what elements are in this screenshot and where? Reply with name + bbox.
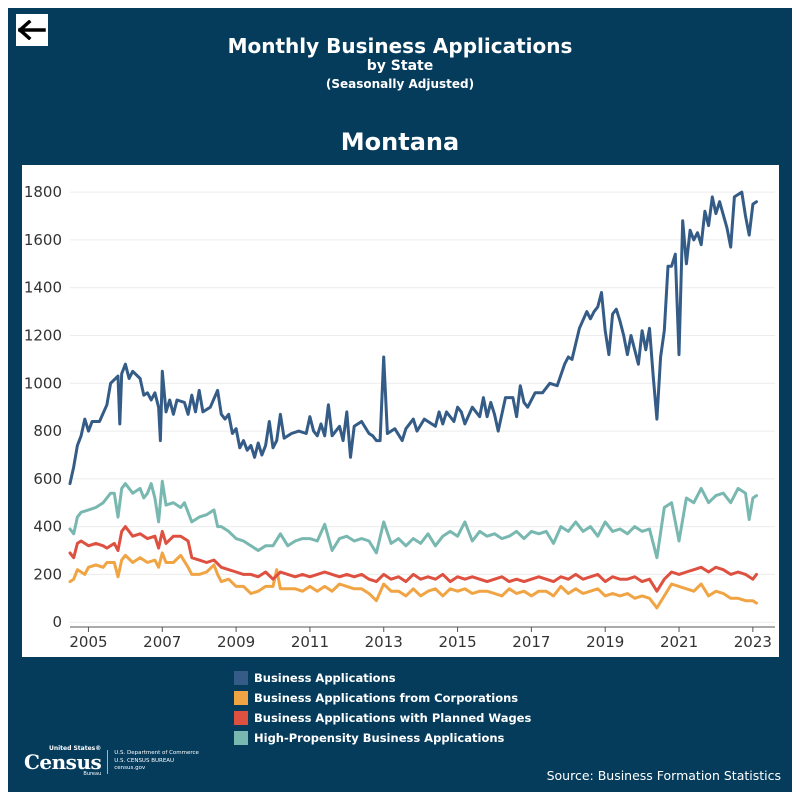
legend-label: Business Applications from Corporations	[254, 691, 519, 705]
x-tick-label: 2005	[69, 633, 107, 651]
line-chart: 0 200 400 600 800 1000 1200 1400 1600 1800 2005 200…	[24, 183, 775, 651]
legend-item-business-applications[interactable]: Business Applications	[234, 668, 531, 688]
legend-item-planned-wages[interactable]: Business Applications with Planned Wages	[234, 708, 531, 728]
legend-swatch	[234, 731, 248, 745]
y-tick-label: 0	[52, 613, 62, 631]
x-tick-label: 2007	[143, 633, 181, 651]
y-tick-label: 800	[33, 422, 62, 440]
y-tick-label: 1400	[24, 279, 62, 297]
y-tick-label: 400	[33, 518, 62, 536]
legend-swatch	[234, 691, 248, 705]
logo-census: Census	[24, 750, 102, 774]
census-logo[interactable]: United States® Census Bureau U.S. Depart…	[24, 746, 199, 777]
legend-swatch	[234, 711, 248, 725]
y-tick-label: 1600	[24, 231, 62, 249]
legend-label: High-Propensity Business Applications	[254, 731, 505, 745]
legend-label: Business Applications with Planned Wages	[254, 711, 532, 725]
logo-department: U.S. Department of Commerce U.S. CENSUS …	[114, 750, 199, 772]
series-line-3	[68, 525, 758, 593]
source-note: Source: Business Formation Statistics	[546, 768, 781, 783]
x-tick-label: 2019	[586, 633, 624, 651]
back-button[interactable]	[16, 14, 48, 46]
dept-line: census.gov	[114, 765, 146, 772]
x-tick-label: 2023	[734, 633, 772, 651]
series-line-2	[68, 551, 758, 610]
x-tick-label: 2017	[512, 633, 550, 651]
census-wordmark: United States® Census Bureau	[24, 745, 102, 777]
legend-swatch	[234, 671, 248, 685]
y-tick-label: 600	[33, 470, 62, 488]
chart-note: (Seasonally Adjusted)	[325, 77, 475, 91]
series-line-1	[68, 190, 758, 486]
x-tick-label: 2013	[365, 633, 403, 651]
state-name: Montana	[340, 128, 460, 156]
logo-us: United States®	[48, 745, 102, 752]
y-tick-label: 1000	[24, 374, 62, 392]
y-tick-label: 1200	[24, 326, 62, 344]
chart-panel: 0 200 400 600 800 1000 1200 1400 1600 1800 2005 200…	[22, 165, 779, 657]
x-tick-label: 2021	[660, 633, 698, 651]
arrow-left-icon	[18, 20, 46, 40]
x-tick-label: 2015	[438, 633, 476, 651]
x-tick-label: 2009	[217, 633, 255, 651]
dept-line: U.S. Department of Commerce	[114, 750, 199, 757]
legend-label: Business Applications	[254, 671, 396, 685]
y-tick-label: 1800	[24, 183, 62, 201]
series-line-4	[68, 479, 758, 560]
chart-subtitle: by State	[366, 58, 434, 74]
legend: Business Applications Business Applicati…	[234, 668, 531, 748]
legend-item-corporations[interactable]: Business Applications from Corporations	[234, 688, 531, 708]
logo-divider	[107, 749, 109, 774]
x-tick-label: 2011	[291, 633, 329, 651]
logo-bureau: Bureau	[83, 771, 102, 777]
y-tick-label: 200	[33, 565, 62, 583]
dept-line: U.S. CENSUS BUREAU	[114, 757, 175, 764]
legend-item-high-propensity[interactable]: High-Propensity Business Applications	[234, 728, 531, 748]
chart-title: Monthly Business Applications	[227, 34, 573, 58]
